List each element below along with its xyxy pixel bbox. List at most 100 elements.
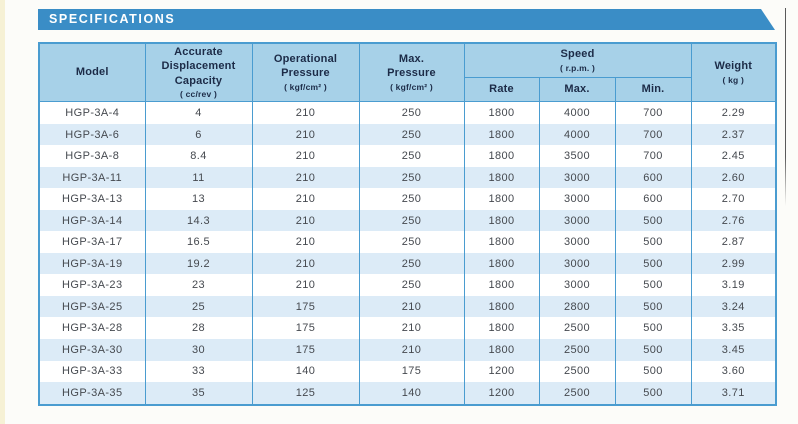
- cell-speed-min: 500: [614, 339, 692, 361]
- cell-max-pressure: 250: [358, 101, 465, 124]
- cell-model: HGP-3A-23: [38, 274, 146, 296]
- cell-displacement: 8.4: [144, 145, 253, 167]
- cell-weight: 3.71: [690, 382, 777, 406]
- cell-displacement: 33: [144, 360, 253, 383]
- cell-displacement: 6: [144, 123, 253, 146]
- col-header-weight-unit: ( kg ): [722, 74, 745, 85]
- cell-max-pressure: 250: [358, 252, 465, 275]
- cell-displacement: 28: [144, 317, 253, 339]
- cell-max-pressure: 250: [358, 166, 465, 189]
- cell-displacement: 23: [144, 274, 253, 296]
- cell-displacement: 11: [144, 166, 253, 189]
- cell-speed-rate: 1800: [463, 295, 540, 318]
- table-row: HGP-3A-6 6 210 250 1800 4000 700 2.37: [38, 123, 777, 146]
- cell-operational-pressure: 175: [251, 317, 360, 339]
- cell-speed-max: 2500: [538, 360, 616, 383]
- cell-weight: 2.99: [690, 252, 777, 275]
- cell-weight: 2.87: [690, 231, 777, 253]
- cell-weight: 3.45: [690, 339, 777, 361]
- cell-weight: 3.19: [690, 274, 777, 296]
- cell-model: HGP-3A-8: [38, 145, 146, 167]
- cell-model: HGP-3A-13: [38, 188, 146, 210]
- col-header-displacement: Accurate Displacement Capacity ( cc/rev …: [144, 42, 253, 102]
- cell-speed-max: 4000: [538, 101, 616, 124]
- cell-max-pressure: 175: [358, 360, 465, 383]
- cell-speed-min: 500: [614, 252, 692, 275]
- col-header-speed-max: Max.: [538, 76, 616, 102]
- cell-model: HGP-3A-33: [38, 360, 146, 383]
- cell-weight: 2.45: [690, 145, 777, 167]
- cell-speed-rate: 1200: [463, 360, 540, 383]
- cell-speed-max: 3000: [538, 252, 616, 275]
- cell-speed-max: 3000: [538, 274, 616, 296]
- table-row: HGP-3A-30 30 175 210 1800 2500 500 3.45: [38, 339, 777, 361]
- cell-max-pressure: 210: [358, 295, 465, 318]
- cell-displacement: 13: [144, 188, 253, 210]
- cell-speed-rate: 1200: [463, 382, 540, 406]
- cell-model: HGP-3A-30: [38, 339, 146, 361]
- banner-title: SPECIFICATIONS: [49, 12, 176, 26]
- cell-speed-min: 500: [614, 231, 692, 253]
- cell-operational-pressure: 210: [251, 145, 360, 167]
- cell-model: HGP-3A-35: [38, 382, 146, 406]
- cell-max-pressure: 250: [358, 274, 465, 296]
- cell-speed-min: 600: [614, 188, 692, 210]
- cell-operational-pressure: 210: [251, 188, 360, 210]
- cell-max-pressure: 210: [358, 317, 465, 339]
- cell-speed-rate: 1800: [463, 145, 540, 167]
- cell-operational-pressure: 140: [251, 360, 360, 383]
- cell-displacement: 35: [144, 382, 253, 406]
- cell-operational-pressure: 210: [251, 166, 360, 189]
- page-edge-line: [785, 8, 786, 206]
- cell-speed-min: 500: [614, 274, 692, 296]
- cell-operational-pressure: 175: [251, 339, 360, 361]
- cell-model: HGP-3A-4: [38, 101, 146, 124]
- cell-max-pressure: 250: [358, 188, 465, 210]
- cell-weight: 2.29: [690, 101, 777, 124]
- cell-operational-pressure: 210: [251, 252, 360, 275]
- col-header-operational-pressure-unit: ( kgf/cm² ): [284, 81, 327, 92]
- cell-speed-rate: 1800: [463, 231, 540, 253]
- cell-model: HGP-3A-28: [38, 317, 146, 339]
- cell-speed-min: 700: [614, 101, 692, 124]
- cell-max-pressure: 250: [358, 209, 465, 232]
- col-header-operational-pressure: Operational Pressure ( kgf/cm² ): [251, 42, 360, 102]
- cell-speed-max: 3000: [538, 209, 616, 232]
- col-header-model: Model: [38, 42, 146, 102]
- cell-weight: 2.37: [690, 123, 777, 146]
- cell-max-pressure: 250: [358, 123, 465, 146]
- specifications-table: Model Accurate Displacement Capacity ( c…: [38, 42, 778, 407]
- cell-speed-max: 3000: [538, 166, 616, 189]
- table-row: HGP-3A-8 8.4 210 250 1800 3500 700 2.45: [38, 145, 777, 167]
- col-header-speed-label: Speed: [560, 48, 595, 61]
- cell-displacement: 14.3: [144, 209, 253, 232]
- cell-speed-rate: 1800: [463, 209, 540, 232]
- cell-weight: 2.60: [690, 166, 777, 189]
- col-header-displacement-unit: ( cc/rev ): [180, 88, 217, 99]
- header-row-speed-sub: Rate Max. Min.: [39, 76, 776, 102]
- cell-speed-rate: 1800: [463, 101, 540, 124]
- col-header-speed: Speed ( r.p.m. ): [463, 42, 692, 78]
- col-header-displacement-label: Accurate Displacement Capacity: [161, 46, 236, 87]
- col-header-operational-pressure-label: Operational Pressure: [273, 53, 338, 80]
- table-row: HGP-3A-13 13 210 250 1800 3000 600 2.70: [38, 188, 777, 210]
- cell-displacement: 25: [144, 295, 253, 318]
- cell-weight: 3.24: [690, 295, 777, 318]
- cell-speed-max: 3000: [538, 231, 616, 253]
- cell-operational-pressure: 210: [251, 274, 360, 296]
- table-row: HGP-3A-23 23 210 250 1800 3000 500 3.19: [38, 274, 777, 296]
- cell-speed-rate: 1800: [463, 274, 540, 296]
- table-body: HGP-3A-4 4 210 250 1800 4000 700 2.29 HG…: [38, 101, 777, 406]
- cell-speed-max: 2500: [538, 339, 616, 361]
- cell-max-pressure: 250: [358, 145, 465, 167]
- specifications-banner: SPECIFICATIONS: [38, 9, 775, 30]
- cell-model: HGP-3A-17: [38, 231, 146, 253]
- cell-model: HGP-3A-14: [38, 209, 146, 232]
- col-header-weight: Weight ( kg ): [690, 42, 777, 102]
- cell-speed-max: 2500: [538, 382, 616, 406]
- table-row: HGP-3A-35 35 125 140 1200 2500 500 3.71: [38, 382, 777, 406]
- cell-speed-min: 700: [614, 123, 692, 146]
- table-row: HGP-3A-11 11 210 250 1800 3000 600 2.60: [38, 166, 777, 189]
- cell-speed-max: 3500: [538, 145, 616, 167]
- cell-weight: 3.35: [690, 317, 777, 339]
